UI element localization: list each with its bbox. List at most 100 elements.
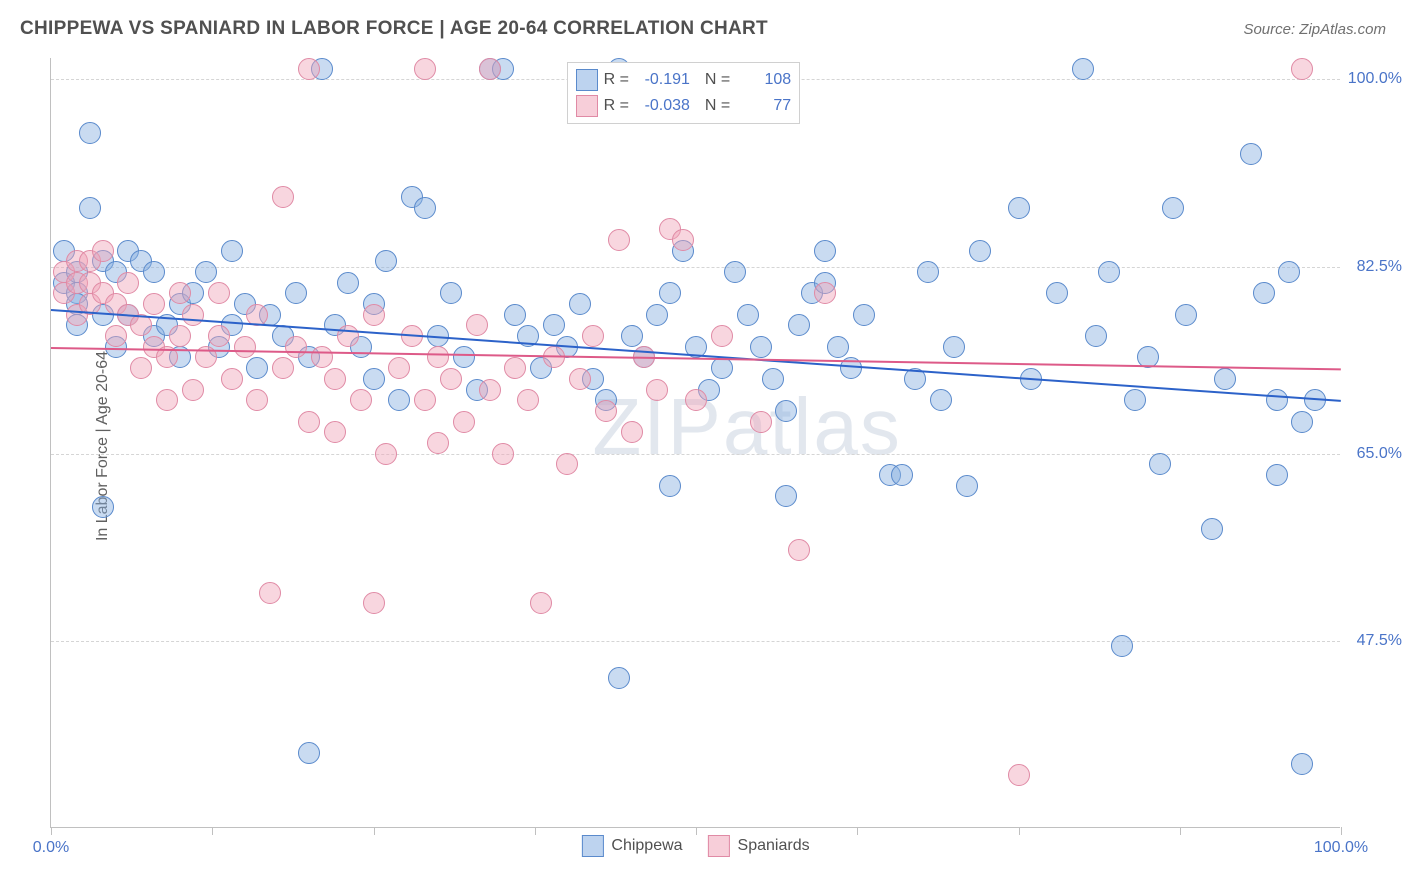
data-point	[917, 261, 939, 283]
data-point	[453, 411, 475, 433]
x-tick	[51, 827, 52, 835]
data-point	[969, 240, 991, 262]
stats-legend-box: R = -0.191 N = 108 R =-0.038 N =77	[567, 62, 801, 124]
data-point	[956, 475, 978, 497]
data-point	[92, 496, 114, 518]
stat-r-value: -0.038	[635, 97, 690, 115]
data-point	[608, 667, 630, 689]
data-point	[375, 250, 397, 272]
data-point	[814, 282, 836, 304]
x-tick-label: 100.0%	[1314, 839, 1368, 857]
data-point	[208, 282, 230, 304]
data-point	[827, 336, 849, 358]
data-point	[724, 261, 746, 283]
data-point	[1175, 304, 1197, 326]
data-point	[582, 325, 604, 347]
data-point	[504, 304, 526, 326]
data-point	[1046, 282, 1068, 304]
data-point	[221, 368, 243, 390]
data-point	[324, 421, 346, 443]
data-point	[221, 240, 243, 262]
data-point	[1291, 58, 1313, 80]
gridline	[51, 641, 1340, 642]
stat-r-value: -0.191	[635, 71, 690, 89]
data-point	[363, 304, 385, 326]
y-tick-label: 47.5%	[1357, 632, 1402, 650]
data-point	[440, 282, 462, 304]
data-point	[750, 336, 772, 358]
x-tick	[1019, 827, 1020, 835]
stats-row: R =-0.038 N =77	[576, 93, 792, 119]
scatter-plot-area: ZIPatlas 47.5%65.0%82.5%100.0%0.0%100.0%…	[50, 58, 1340, 828]
data-point	[79, 197, 101, 219]
stat-r-label: R =	[604, 71, 629, 89]
data-point	[762, 368, 784, 390]
data-point	[246, 357, 268, 379]
data-point	[1253, 282, 1275, 304]
legend-swatch	[576, 69, 598, 91]
data-point	[504, 357, 526, 379]
y-tick-label: 65.0%	[1357, 445, 1402, 463]
data-point	[440, 368, 462, 390]
data-point	[298, 411, 320, 433]
data-point	[324, 368, 346, 390]
data-point	[259, 582, 281, 604]
data-point	[711, 357, 733, 379]
data-point	[182, 379, 204, 401]
data-point	[1008, 764, 1030, 786]
data-point	[853, 304, 875, 326]
data-point	[1098, 261, 1120, 283]
data-point	[775, 400, 797, 422]
data-point	[105, 325, 127, 347]
data-point	[659, 282, 681, 304]
data-point	[659, 475, 681, 497]
data-point	[414, 197, 436, 219]
bottom-legend: ChippewaSpaniards	[581, 835, 809, 857]
x-tick	[1180, 827, 1181, 835]
data-point	[375, 443, 397, 465]
data-point	[685, 389, 707, 411]
data-point	[814, 240, 836, 262]
data-point	[298, 58, 320, 80]
data-point	[298, 742, 320, 764]
legend-swatch	[708, 835, 730, 857]
data-point	[1111, 635, 1133, 657]
data-point	[350, 389, 372, 411]
data-point	[92, 240, 114, 262]
data-point	[143, 293, 165, 315]
data-point	[1214, 368, 1236, 390]
data-point	[569, 368, 591, 390]
data-point	[1266, 389, 1288, 411]
x-tick-label: 0.0%	[33, 839, 69, 857]
data-point	[1149, 453, 1171, 475]
stat-n-value: 108	[736, 71, 791, 89]
data-point	[117, 272, 139, 294]
data-point	[1162, 197, 1184, 219]
stats-row: R = -0.191 N = 108	[576, 67, 792, 93]
y-tick-label: 82.5%	[1357, 258, 1402, 276]
data-point	[479, 379, 501, 401]
data-point	[182, 304, 204, 326]
chart-source: Source: ZipAtlas.com	[1243, 21, 1386, 38]
data-point	[1266, 464, 1288, 486]
data-point	[492, 443, 514, 465]
data-point	[479, 58, 501, 80]
data-point	[388, 357, 410, 379]
stat-n-label: N =	[696, 97, 730, 115]
data-point	[414, 389, 436, 411]
data-point	[788, 539, 810, 561]
data-point	[1008, 197, 1030, 219]
data-point	[595, 400, 617, 422]
data-point	[337, 325, 359, 347]
data-point	[750, 411, 772, 433]
data-point	[246, 389, 268, 411]
data-point	[169, 282, 191, 304]
data-point	[788, 314, 810, 336]
data-point	[1201, 518, 1223, 540]
data-point	[285, 282, 307, 304]
chart-header: CHIPPEWA VS SPANIARD IN LABOR FORCE | AG…	[20, 18, 1386, 40]
stat-n-label: N =	[696, 71, 730, 89]
data-point	[517, 389, 539, 411]
data-point	[234, 336, 256, 358]
data-point	[672, 229, 694, 251]
